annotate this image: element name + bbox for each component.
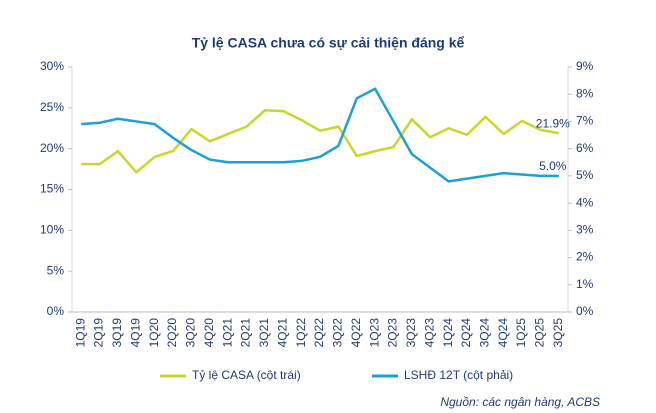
y-tick-label: 5% bbox=[47, 263, 65, 277]
y-tick-label: 20% bbox=[40, 141, 64, 155]
x-tick-label: 3Q19 bbox=[110, 318, 124, 348]
y-tick-label: 30% bbox=[40, 59, 64, 73]
y-tick-label: 15% bbox=[40, 182, 64, 196]
x-tick-label: 1Q25 bbox=[514, 318, 528, 348]
x-tick-label: 2Q25 bbox=[533, 318, 547, 348]
y2-tick-label: 4% bbox=[576, 195, 594, 209]
x-tick-label: 3Q23 bbox=[404, 318, 418, 348]
y2-tick-label: 1% bbox=[576, 277, 594, 291]
x-tick-label: 2Q22 bbox=[312, 318, 326, 348]
x-tick-label: 3Q21 bbox=[257, 318, 271, 348]
x-tick-label: 2Q21 bbox=[239, 318, 253, 348]
series-line bbox=[81, 87, 559, 183]
value-label: 21.9% bbox=[536, 116, 570, 130]
legend-label: LSHĐ 12T (cột phải) bbox=[404, 368, 513, 382]
x-tick-label: 2Q23 bbox=[386, 318, 400, 348]
x-tick-label: 2Q19 bbox=[92, 318, 106, 348]
y-tick-label: 25% bbox=[40, 100, 64, 114]
x-tick-label: 4Q22 bbox=[349, 318, 363, 348]
x-tick-label: 1Q19 bbox=[73, 318, 87, 348]
x-tick-label: 4Q24 bbox=[496, 318, 510, 348]
y2-tick-label: 6% bbox=[576, 141, 594, 155]
x-tick-label: 1Q21 bbox=[220, 318, 234, 348]
y-tick-label: 10% bbox=[40, 223, 64, 237]
y2-tick-label: 3% bbox=[576, 223, 594, 237]
x-tick-label: 3Q25 bbox=[551, 318, 565, 348]
y2-tick-label: 5% bbox=[576, 168, 594, 182]
x-tick-label: 3Q20 bbox=[184, 318, 198, 348]
y2-tick-label: 9% bbox=[576, 59, 594, 73]
y2-tick-label: 7% bbox=[576, 114, 594, 128]
x-tick-label: 1Q22 bbox=[294, 318, 308, 348]
x-tick-label: 1Q24 bbox=[441, 318, 455, 348]
x-tick-label: 3Q22 bbox=[331, 318, 345, 348]
x-tick-label: 1Q20 bbox=[147, 318, 161, 348]
series-line bbox=[81, 109, 560, 174]
source-note: Nguồn: các ngân hàng, ACBS bbox=[440, 395, 600, 409]
legend-label: Tỷ lệ CASA (cột trái) bbox=[192, 368, 301, 382]
x-tick-label: 4Q20 bbox=[202, 318, 216, 348]
x-tick-label: 3Q24 bbox=[478, 318, 492, 348]
chart-title: Tỷ lệ CASA chưa có sự cải thiện đáng kể bbox=[192, 35, 465, 51]
x-tick-label: 2Q20 bbox=[165, 318, 179, 348]
x-tick-label: 4Q19 bbox=[128, 318, 142, 348]
x-tick-label: 2Q24 bbox=[459, 318, 473, 348]
value-label: 5.0% bbox=[539, 159, 567, 173]
x-tick-label: 4Q23 bbox=[422, 318, 436, 348]
y2-tick-label: 2% bbox=[576, 250, 594, 264]
x-tick-label: 4Q21 bbox=[275, 318, 289, 348]
y2-tick-label: 0% bbox=[576, 304, 594, 318]
y2-tick-label: 8% bbox=[576, 86, 594, 100]
x-tick-label: 1Q23 bbox=[367, 318, 381, 348]
y-tick-label: 0% bbox=[47, 304, 65, 318]
